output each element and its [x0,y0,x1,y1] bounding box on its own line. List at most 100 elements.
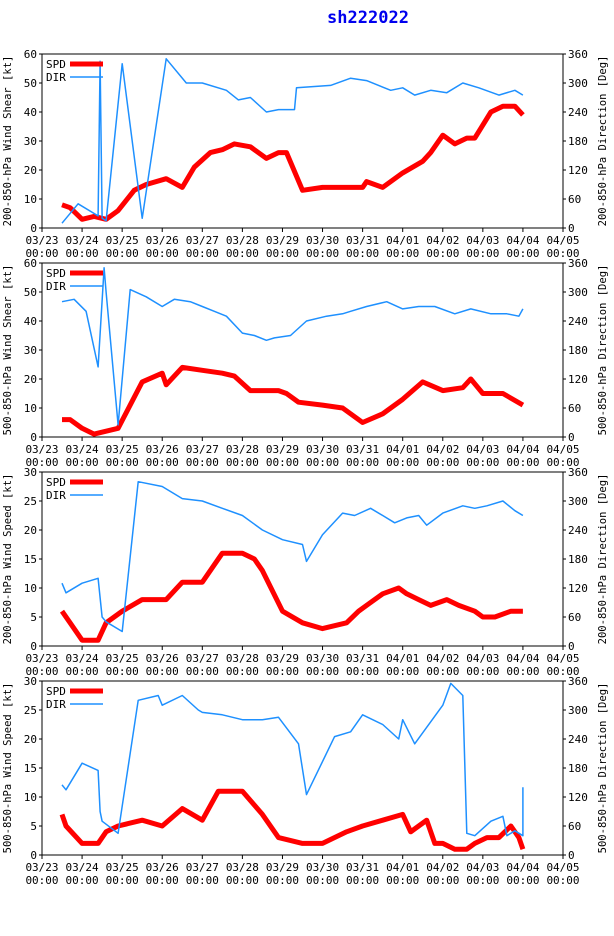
x-tick-label: 03/28 [226,443,259,456]
y-tick-label: 0 [30,640,37,653]
x-tick-time: 00:00 [146,247,179,260]
x-tick-label: 03/30 [306,652,339,665]
x-tick-label: 04/05 [546,861,579,874]
x-tick-time: 00:00 [186,247,219,260]
x-tick-time: 00:00 [426,456,459,469]
x-tick-label: 04/03 [466,443,499,456]
x-tick-label: 03/24 [66,234,99,247]
y2-axis-label: 200-850-hPa Direction [Deg] [597,56,609,227]
y2-tick-label: 120 [568,164,588,177]
y-tick-label: 50 [24,77,37,90]
y2-tick-label: 120 [568,791,588,804]
x-tick-time: 00:00 [506,247,539,260]
y-tick-label: 15 [24,762,37,775]
y2-tick-label: 0 [568,640,575,653]
x-tick-time: 00:00 [466,874,499,887]
x-tick-time: 00:00 [346,456,379,469]
x-tick-label: 03/27 [186,234,219,247]
x-tick-label: 03/23 [25,652,58,665]
x-tick-time: 00:00 [346,247,379,260]
chart-title: sh222022 [327,8,409,28]
x-tick-label: 03/26 [146,652,179,665]
series-dir-line [61,58,524,224]
x-tick-label: 03/27 [186,652,219,665]
x-tick-time: 00:00 [186,665,219,678]
x-tick-time: 00:00 [546,247,579,260]
x-tick-time: 00:00 [546,665,579,678]
legend-spd-label: SPD [46,476,66,489]
x-tick-label: 03/31 [346,443,379,456]
x-tick-label: 04/03 [466,861,499,874]
y2-tick-label: 180 [568,344,588,357]
legend-spd-label: SPD [46,685,66,698]
y-tick-label: 60 [24,257,37,270]
plot-frame [41,262,564,438]
x-tick-label: 03/25 [106,234,139,247]
y-tick-label: 5 [30,611,37,624]
y-tick-label: 30 [24,135,37,148]
x-tick-label: 04/04 [506,234,539,247]
x-tick-label: 03/27 [186,861,219,874]
y2-axis-label: 500-850-hPa Direction [Deg] [597,265,609,436]
x-tick-time: 00:00 [146,665,179,678]
y-tick-label: 10 [24,791,37,804]
x-tick-time: 00:00 [186,456,219,469]
x-tick-label: 03/30 [306,861,339,874]
x-tick-label: 04/01 [386,443,419,456]
x-tick-time: 00:00 [306,456,339,469]
x-tick-time: 00:00 [146,874,179,887]
x-tick-time: 00:00 [66,874,99,887]
chart-panel-2: 010203040506006012018024030036003/2300:0… [2,257,609,469]
x-tick-time: 00:00 [186,874,219,887]
x-tick-time: 00:00 [386,247,419,260]
y2-tick-label: 240 [568,524,588,537]
x-tick-time: 00:00 [306,665,339,678]
x-tick-time: 00:00 [466,247,499,260]
x-tick-label: 04/01 [386,861,419,874]
series-spd-line [62,364,525,437]
y-axis-label: 500-850-hPa Wind Speed [kt] [2,683,14,854]
series-dir-line [61,267,524,426]
x-tick-label: 04/01 [386,652,419,665]
series-spd-line [61,103,525,222]
y-tick-label: 10 [24,582,37,595]
x-tick-time: 00:00 [386,456,419,469]
x-tick-label: 03/30 [306,234,339,247]
x-tick-time: 00:00 [106,247,139,260]
x-tick-label: 04/05 [546,443,579,456]
x-tick-label: 03/31 [346,861,379,874]
x-tick-label: 03/29 [266,443,299,456]
y-tick-label: 20 [24,164,37,177]
y2-tick-label: 60 [568,193,581,206]
x-tick-label: 03/29 [266,652,299,665]
x-tick-time: 00:00 [66,247,99,260]
series-spd-line [59,550,523,643]
y2-tick-label: 360 [568,466,588,479]
y-tick-label: 20 [24,524,37,537]
y-tick-label: 40 [24,106,37,119]
y2-tick-label: 60 [568,402,581,415]
y-tick-label: 25 [24,495,37,508]
legend-dir-label: DIR [46,698,66,711]
x-tick-time: 00:00 [346,665,379,678]
x-tick-time: 00:00 [266,247,299,260]
chart-panel-4: 05101520253006012018024030036003/2300:00… [2,675,609,887]
x-tick-time: 00:00 [386,665,419,678]
series-spd-line [59,788,526,852]
x-tick-label: 04/01 [386,234,419,247]
x-tick-time: 00:00 [25,247,58,260]
y-tick-label: 20 [24,373,37,386]
y-tick-label: 60 [24,48,37,61]
x-tick-label: 03/30 [306,443,339,456]
y2-tick-label: 180 [568,762,588,775]
y-tick-label: 25 [24,704,37,717]
x-tick-label: 03/26 [146,234,179,247]
y2-tick-label: 240 [568,106,588,119]
x-tick-time: 00:00 [25,874,58,887]
x-tick-label: 04/04 [506,443,539,456]
x-tick-time: 00:00 [306,247,339,260]
x-tick-time: 00:00 [226,247,259,260]
y2-tick-label: 300 [568,77,588,90]
legend-dir-label: DIR [46,489,66,502]
